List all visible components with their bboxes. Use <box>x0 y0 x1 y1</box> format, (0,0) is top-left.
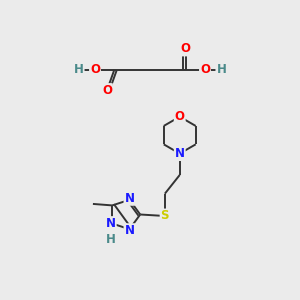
Text: N: N <box>124 224 134 237</box>
Text: S: S <box>160 209 169 223</box>
Text: O: O <box>175 110 185 123</box>
Text: N: N <box>124 192 134 205</box>
Text: H: H <box>106 233 116 246</box>
Text: H: H <box>74 63 84 76</box>
Text: N: N <box>175 147 185 160</box>
Text: O: O <box>102 84 112 97</box>
Text: H: H <box>216 63 226 76</box>
Text: O: O <box>200 63 210 76</box>
Text: O: O <box>181 42 191 56</box>
Text: O: O <box>90 63 100 76</box>
Text: N: N <box>106 217 116 230</box>
